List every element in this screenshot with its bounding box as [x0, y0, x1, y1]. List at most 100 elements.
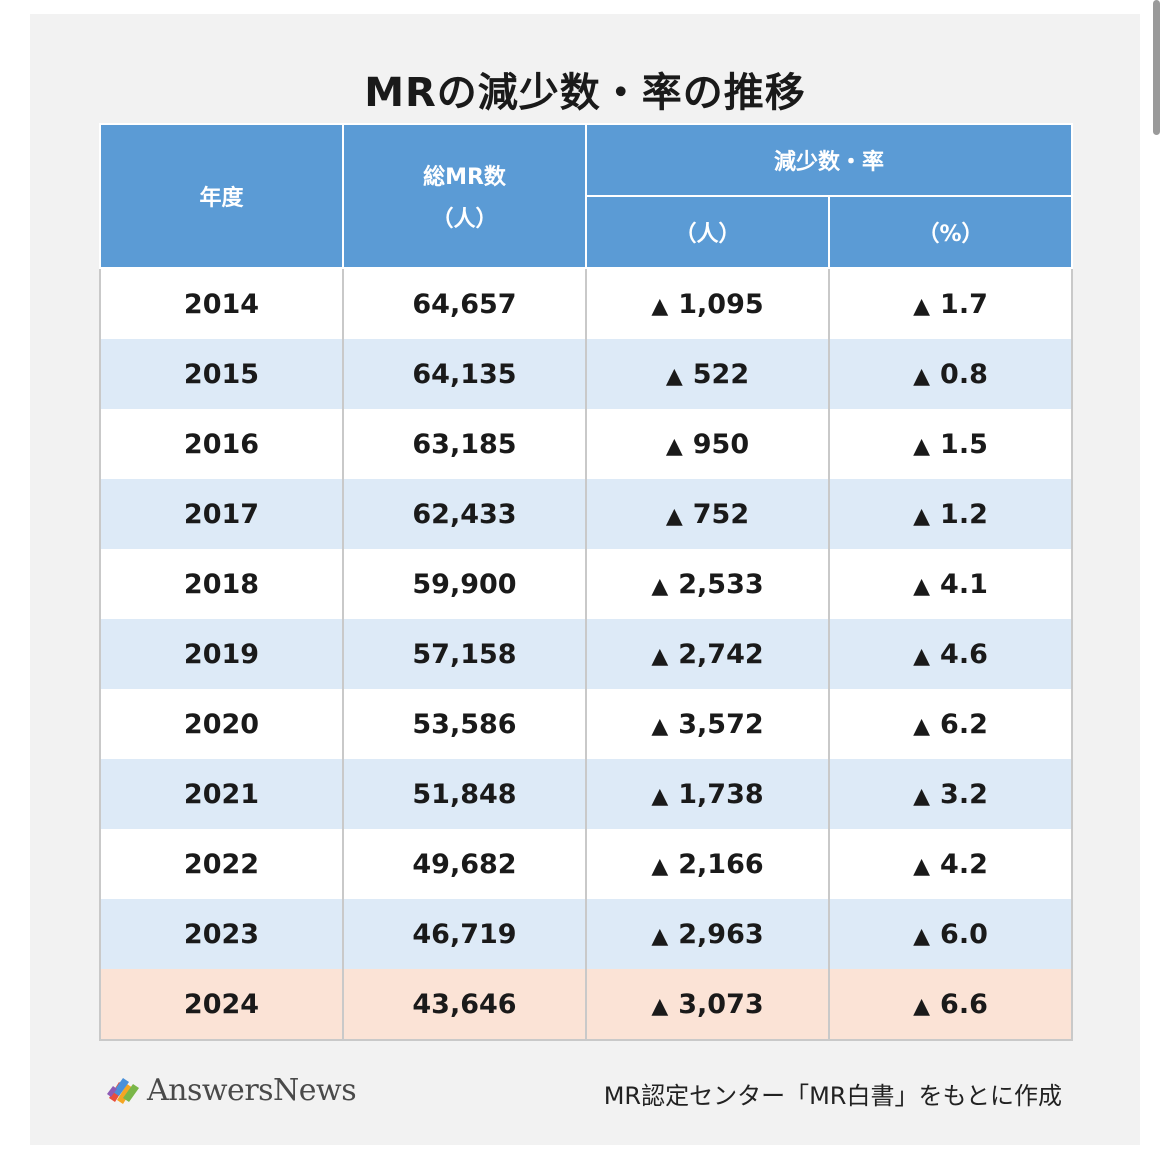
cell-decrease-rate: ▲ 3.2 [827, 759, 1074, 829]
header-total-unit: （人） [431, 207, 498, 232]
decrease-triangle-icon: ▲ [651, 923, 669, 949]
cell-year: 2014 [99, 268, 344, 339]
cell-decrease-people-value: 2,963 [678, 918, 764, 950]
cell-year-value: 2022 [183, 848, 260, 880]
table-row: 2020 53,586 ▲ 3,572 ▲ 6.2 [99, 689, 1074, 759]
cell-decrease-rate-value: 6.6 [940, 988, 988, 1020]
table-row: 2019 57,158 ▲ 2,742 ▲ 4.6 [99, 619, 1074, 689]
cell-total-mr: 49,682 [342, 829, 587, 899]
table-row: 2016 63,185 ▲ 950 ▲ 1.5 [99, 409, 1074, 479]
decrease-triangle-icon: ▲ [651, 783, 669, 809]
cell-decrease-rate: ▲ 0.8 [827, 339, 1074, 409]
cell-decrease-people: ▲ 752 [585, 479, 830, 549]
cell-year-value: 2024 [183, 988, 260, 1020]
decrease-triangle-icon: ▲ [913, 503, 931, 529]
cell-total-mr-value: 59,900 [412, 568, 517, 600]
decrease-triangle-icon: ▲ [651, 853, 669, 879]
cell-year-value: 2016 [183, 428, 260, 460]
header-year: 年度 [99, 123, 344, 269]
cell-total-mr-value: 46,719 [412, 918, 517, 950]
decrease-triangle-icon: ▲ [651, 293, 669, 319]
decrease-triangle-icon: ▲ [913, 573, 931, 599]
decrease-triangle-icon: ▲ [913, 643, 931, 669]
cell-year: 2022 [99, 829, 344, 899]
cell-decrease-rate: ▲ 4.6 [827, 619, 1074, 689]
cell-decrease-rate-value: 1.7 [940, 288, 988, 320]
cell-year: 2020 [99, 689, 344, 759]
cell-decrease-people-value: 2,533 [678, 568, 764, 600]
cell-decrease-rate: ▲ 4.1 [827, 549, 1074, 619]
table-row: 2024 43,646 ▲ 3,073 ▲ 6.6 [99, 969, 1074, 1041]
cell-total-mr: 62,433 [342, 479, 587, 549]
infographic-card: MRの減少数・率の推移 年度 総MR数 （人） 減少数・率 （人） [30, 14, 1140, 1145]
cell-decrease-rate-value: 0.8 [940, 358, 988, 390]
cell-decrease-rate-value: 6.2 [940, 708, 988, 740]
decrease-triangle-icon: ▲ [913, 993, 931, 1019]
table-row: 2018 59,900 ▲ 2,533 ▲ 4.1 [99, 549, 1074, 619]
cell-total-mr: 51,848 [342, 759, 587, 829]
cell-total-mr: 46,719 [342, 899, 587, 969]
table-row: 2015 64,135 ▲ 522 ▲ 0.8 [99, 339, 1074, 409]
header-decrease-label: 減少数・率 [774, 150, 885, 175]
cell-decrease-people-value: 2,742 [678, 638, 764, 670]
cell-decrease-people-value: 2,166 [678, 848, 764, 880]
cell-year-value: 2021 [183, 778, 260, 810]
cell-year: 2024 [99, 969, 344, 1041]
cell-decrease-people-value: 752 [692, 498, 750, 530]
cell-decrease-people-value: 1,738 [678, 778, 764, 810]
cell-year-value: 2019 [183, 638, 260, 670]
decrease-triangle-icon: ▲ [651, 993, 669, 1019]
cell-year-value: 2017 [183, 498, 260, 530]
header-total-label: 総MR数 [423, 165, 506, 190]
header-decrease-group: 減少数・率 [584, 123, 1074, 197]
cell-total-mr: 64,135 [342, 339, 587, 409]
cell-decrease-rate: ▲ 6.6 [827, 969, 1074, 1041]
cell-total-mr-value: 53,586 [412, 708, 517, 740]
cell-decrease-rate: ▲ 1.7 [827, 268, 1074, 339]
cell-total-mr-value: 64,657 [412, 288, 517, 320]
scrollbar[interactable] [1153, 0, 1160, 135]
decrease-triangle-icon: ▲ [913, 713, 931, 739]
table-row: 2017 62,433 ▲ 752 ▲ 1.2 [99, 479, 1074, 549]
header-decrease-percent-unit: （%） [917, 222, 984, 247]
decrease-triangle-icon: ▲ [651, 643, 669, 669]
cell-decrease-people-value: 3,572 [678, 708, 764, 740]
cell-total-mr: 64,657 [342, 268, 587, 339]
cell-decrease-people: ▲ 2,742 [585, 619, 830, 689]
cell-decrease-rate: ▲ 6.0 [827, 899, 1074, 969]
cell-year-value: 2014 [183, 288, 260, 320]
decrease-triangle-icon: ▲ [913, 783, 931, 809]
decrease-triangle-icon: ▲ [913, 363, 931, 389]
cell-decrease-rate-value: 3.2 [940, 778, 988, 810]
decrease-triangle-icon: ▲ [665, 433, 683, 459]
cell-decrease-rate: ▲ 1.5 [827, 409, 1074, 479]
cell-decrease-people: ▲ 1,738 [585, 759, 830, 829]
cell-total-mr: 57,158 [342, 619, 587, 689]
cell-decrease-people-value: 1,095 [678, 288, 764, 320]
answersnews-logo: AnswersNews [105, 1072, 357, 1108]
cell-total-mr-value: 51,848 [412, 778, 517, 810]
cell-total-mr-value: 64,135 [412, 358, 517, 390]
cell-decrease-people: ▲ 2,963 [585, 899, 830, 969]
cell-decrease-rate: ▲ 4.2 [827, 829, 1074, 899]
cell-decrease-rate: ▲ 6.2 [827, 689, 1074, 759]
cell-decrease-people: ▲ 3,572 [585, 689, 830, 759]
cell-total-mr-value: 43,646 [412, 988, 517, 1020]
decrease-triangle-icon: ▲ [665, 503, 683, 529]
header-decrease-people-unit: （人） [674, 222, 741, 247]
cell-total-mr: 43,646 [342, 969, 587, 1041]
cell-decrease-rate-value: 1.2 [940, 498, 988, 530]
table-row: 2014 64,657 ▲ 1,095 ▲ 1.7 [99, 268, 1074, 339]
cell-decrease-people: ▲ 1,095 [585, 268, 830, 339]
cell-total-mr-value: 49,682 [412, 848, 517, 880]
cell-decrease-rate-value: 1.5 [940, 428, 988, 460]
cell-year-value: 2018 [183, 568, 260, 600]
cell-decrease-people: ▲ 950 [585, 409, 830, 479]
cell-decrease-people-value: 522 [692, 358, 750, 390]
cell-year: 2017 [99, 479, 344, 549]
header-decrease-people: （人） [585, 195, 830, 269]
table-row: 2023 46,719 ▲ 2,963 ▲ 6.0 [99, 899, 1074, 969]
cell-total-mr: 53,586 [342, 689, 587, 759]
cell-year: 2023 [99, 899, 344, 969]
cell-decrease-rate-value: 4.2 [940, 848, 988, 880]
